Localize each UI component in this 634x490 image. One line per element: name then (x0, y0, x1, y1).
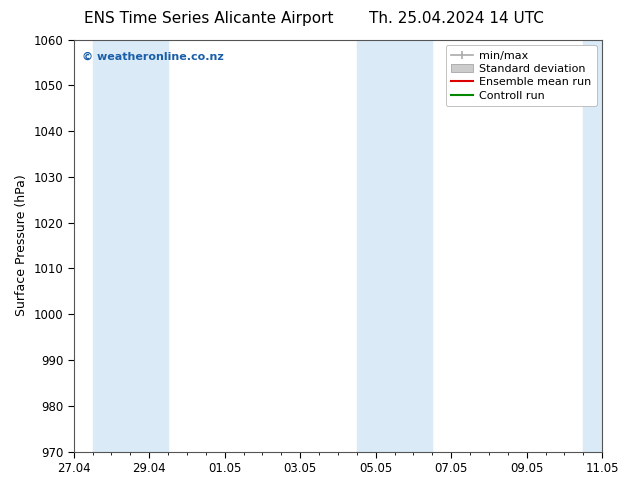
Bar (357, 40, 432, 452)
Bar (583, 40, 621, 452)
Y-axis label: Surface Pressure (hPa): Surface Pressure (hPa) (15, 175, 28, 317)
Text: ENS Time Series Alicante Airport: ENS Time Series Alicante Airport (84, 11, 334, 26)
Bar (93, 40, 168, 452)
Legend: min/max, Standard deviation, Ensemble mean run, Controll run: min/max, Standard deviation, Ensemble me… (446, 45, 597, 106)
Text: © weatheronline.co.nz: © weatheronline.co.nz (82, 52, 223, 62)
Text: Th. 25.04.2024 14 UTC: Th. 25.04.2024 14 UTC (369, 11, 544, 26)
